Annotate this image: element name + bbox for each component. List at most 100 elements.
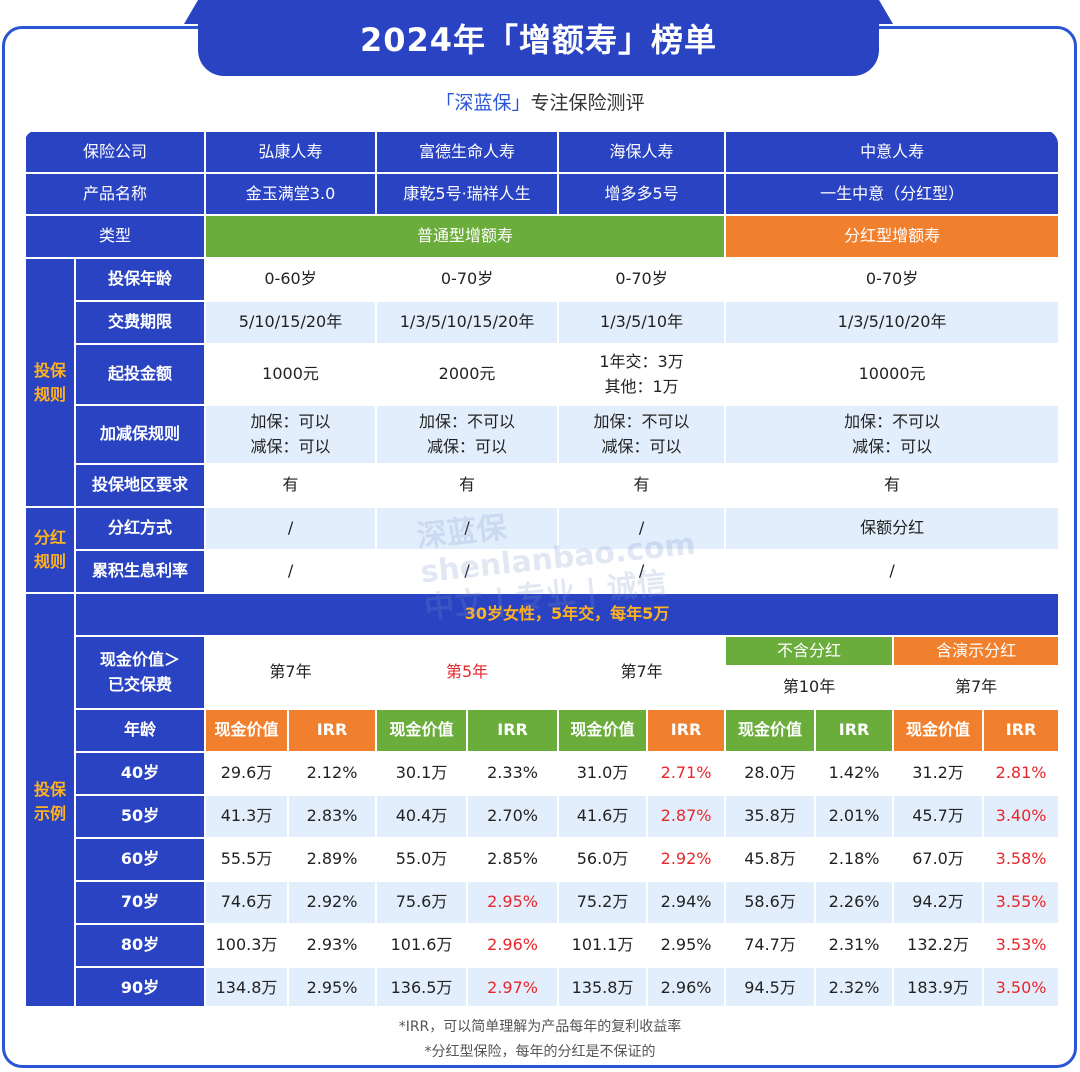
company-name: 海保人寿	[557, 130, 727, 174]
example-header-row: 年龄 现金价值 IRR 现金价值 IRR 现金价值 IRR 现金价值 IRR 现…	[25, 708, 1058, 753]
breakeven-year: 第7年	[892, 665, 1058, 710]
cell: 2.83%	[287, 794, 378, 839]
cell: 31.2万	[892, 751, 985, 796]
cv-header: 现金价值	[557, 708, 649, 753]
title-tab-notch-left	[184, 0, 198, 24]
cell: 101.6万	[375, 923, 469, 968]
pay-value: 1/3/5/10年	[557, 300, 727, 345]
cell: 2.31%	[814, 923, 895, 968]
product-name: 康乾5号·瑞祥人生	[375, 172, 560, 216]
pay-value: 5/10/15/20年	[204, 300, 378, 345]
region-value: 有	[724, 463, 1058, 508]
age-limit-row: 投保规则 投保年龄 0-60岁 0-70岁 0-70岁 0-70岁	[24, 257, 1058, 508]
adjust-row: 加减保规则 加保：可以 减保：可以 加保：不可以 减保：可以 加保：不可以 减保…	[25, 404, 1058, 465]
cell: 2.12%	[287, 751, 378, 796]
cell: 2.26%	[814, 880, 895, 925]
cell: 28.0万	[724, 751, 817, 796]
subtitle-text: 专注保险测评	[530, 92, 645, 114]
type-normal: 普通型增额寿	[204, 214, 727, 259]
breakeven-year: 第7年	[204, 635, 378, 710]
cell-highlight: 2.95%	[466, 880, 560, 925]
div-method-value: /	[375, 506, 560, 551]
cell-highlight: 2.71%	[646, 751, 727, 796]
with-dividend-header: 含演示分红	[892, 635, 1058, 667]
pay-label: 交费期限	[73, 300, 207, 345]
page-title: 2024年「增额寿」榜单	[198, 0, 879, 76]
cell-highlight: 3.58%	[982, 837, 1058, 882]
cell: 2.96%	[646, 966, 727, 1006]
product-name: 金玉满堂3.0	[204, 172, 378, 216]
subtitle-brand: 「深蓝保」	[435, 92, 531, 114]
cell: 2.93%	[287, 923, 378, 968]
region-value: 有	[557, 463, 727, 508]
footnote-irr: *IRR，可以简单理解为产品每年的复利收益率	[398, 1019, 682, 1035]
row-age: 90岁	[73, 966, 207, 1006]
cell: 31.0万	[557, 751, 649, 796]
cv-header: 现金价值	[375, 708, 469, 753]
adjust-value: 加保：可以 减保：可以	[204, 404, 378, 465]
region-label: 投保地区要求	[73, 463, 207, 508]
product-label: 产品名称	[24, 172, 207, 216]
div-method-value: 保额分红	[724, 506, 1058, 551]
table-row: 40岁 29.6万 2.12% 30.1万 2.33% 31.0万 2.71% …	[25, 751, 1058, 796]
breakeven-row-bottom: 第10年 第7年	[25, 665, 1058, 710]
adjust-add: 加保：不可以	[844, 411, 941, 431]
cell: 45.8万	[724, 837, 817, 882]
cell: 75.6万	[375, 880, 469, 925]
cell: 132.2万	[892, 923, 985, 968]
cell: 74.7万	[724, 923, 817, 968]
irr-header: IRR	[646, 708, 727, 753]
cell: 2.89%	[287, 837, 378, 882]
adjust-add: 加保：不可以	[593, 411, 690, 431]
cell-highlight: 3.53%	[982, 923, 1058, 968]
row-age: 80岁	[73, 923, 207, 968]
breakeven-row-top: 现金价值＞ 已交保费 第7年 第5年 第7年 不含分红 含演示分红	[25, 635, 1058, 710]
cell-highlight: 2.96%	[466, 923, 560, 968]
min-value: 1年交：3万 其他：1万	[557, 343, 727, 406]
cell: 2.32%	[814, 966, 895, 1006]
comparison-table-wrap: 保险公司 弘康人寿 富德生命人寿 海保人寿 中意人寿 产品名称 金玉满堂3.0 …	[24, 130, 1058, 1006]
min-value: 2000元	[375, 343, 560, 406]
adjust-reduce: 减保：可以	[601, 436, 682, 456]
accum-value: /	[724, 549, 1058, 594]
company-row: 保险公司 弘康人寿 富德生命人寿 海保人寿 中意人寿	[24, 130, 1058, 174]
scenario-row: 投保示例 30岁女性，5年交，每年5万	[24, 592, 1058, 1006]
breakeven-label: 现金价值＞ 已交保费	[73, 635, 207, 710]
product-name: 一生中意（分红型）	[724, 172, 1058, 216]
cell: 183.9万	[892, 966, 985, 1006]
breakeven-year: 第7年	[557, 635, 727, 710]
cell: 30.1万	[375, 751, 469, 796]
age-value: 0-70岁	[557, 257, 727, 302]
region-value: 有	[204, 463, 378, 508]
cell-highlight: 2.87%	[646, 794, 727, 839]
section-div-text: 分红规则	[33, 528, 66, 571]
row-age: 70岁	[73, 880, 207, 925]
cell: 35.8万	[724, 794, 817, 839]
cell: 74.6万	[204, 880, 290, 925]
section-example-label: 投保示例	[24, 592, 76, 1006]
adjust-reduce: 减保：可以	[250, 436, 331, 456]
cell-highlight: 2.97%	[466, 966, 560, 1006]
footnote-dividend: *分红型保险，每年的分红是不保证的	[424, 1044, 656, 1060]
div-method-row: 分红规则 分红方式 / / / 保额分红	[24, 506, 1058, 594]
row-age: 40岁	[73, 751, 207, 796]
cell: 41.6万	[557, 794, 649, 839]
min-label: 起投金额	[73, 343, 207, 406]
cv-header: 现金价值	[204, 708, 290, 753]
pay-value: 1/3/5/10/15/20年	[375, 300, 560, 345]
breakeven-year: 第5年	[375, 635, 560, 710]
div-method-value: /	[204, 506, 378, 551]
cell: 2.70%	[466, 794, 560, 839]
cell: 40.4万	[375, 794, 469, 839]
cell: 100.3万	[204, 923, 290, 968]
min-value-line: 1年交：3万	[599, 351, 684, 371]
cell: 136.5万	[375, 966, 469, 1006]
table-row: 70岁 74.6万 2.92% 75.6万 2.95% 75.2万 2.94% …	[25, 880, 1058, 925]
age-value: 0-70岁	[724, 257, 1058, 302]
company-label: 保险公司	[24, 130, 207, 174]
cell: 45.7万	[892, 794, 985, 839]
breakeven-label-line: 已交保费	[108, 674, 173, 694]
cell: 135.8万	[557, 966, 649, 1006]
cell-highlight: 3.50%	[982, 966, 1058, 1006]
adjust-value: 加保：不可以 减保：可以	[375, 404, 560, 465]
